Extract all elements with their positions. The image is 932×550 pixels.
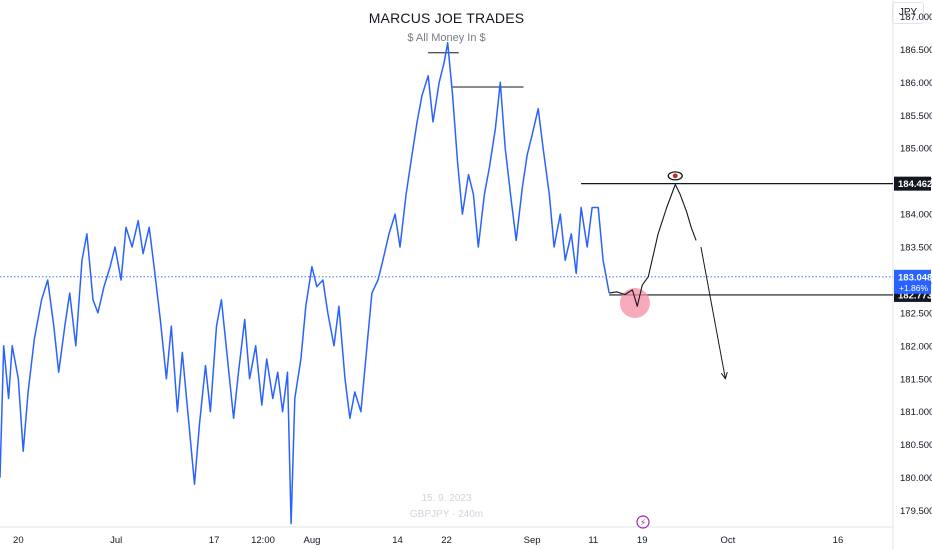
- price-label-box: [894, 176, 931, 191]
- y-tick-label: 181.000: [900, 407, 932, 418]
- projected-path: [609, 183, 697, 307]
- price-labels: 184.462 182.773 183.048+1.86%: [894, 176, 932, 302]
- x-tick-label: 17: [209, 535, 220, 546]
- x-tick-label: 14: [392, 535, 403, 546]
- x-tick-label: 19: [637, 535, 648, 546]
- watermark-symbol: GBPJPY · 240m: [409, 509, 484, 520]
- y-tick-label: 184.000: [900, 210, 932, 221]
- x-tick-label: 16: [833, 535, 844, 546]
- x-tick-label: Oct: [720, 535, 735, 546]
- current-price-box: [894, 269, 931, 294]
- y-tick-label: 180.500: [900, 440, 932, 451]
- series: [0, 42, 610, 525]
- eye-pupil: [672, 173, 678, 179]
- x-tick-label: 22: [441, 535, 452, 546]
- price-label-text: 182.773: [898, 290, 932, 301]
- current-price-text: 183.048: [898, 272, 932, 283]
- svg-text:⚡: ⚡: [640, 518, 646, 528]
- y-tick-label: 185.000: [900, 144, 932, 155]
- y-tick-label: 186.500: [900, 45, 932, 56]
- y-tick-label: 186.000: [900, 78, 932, 89]
- y-tick-label: 185.500: [900, 111, 932, 122]
- forecast-arrow-head: [720, 371, 728, 380]
- price-label-text: 184.462: [898, 179, 932, 190]
- x-tick-label: Sep: [524, 535, 541, 546]
- time-axis: 20 Jul 17 12:00 Aug 14 22 Sep 11 19 Oct 16: [13, 535, 843, 546]
- x-tick-label: 12:00: [251, 535, 275, 546]
- forecast-arrow-line: [700, 246, 726, 379]
- current-price-change: +1.86%: [899, 283, 929, 293]
- liquidity-highlight-circle: [619, 288, 650, 319]
- x-tick-label: 20: [13, 535, 24, 546]
- x-tick-label: Aug: [303, 535, 320, 546]
- annotations: [0, 52, 893, 380]
- y-tick-label: 182.500: [900, 308, 932, 319]
- series-line: [0, 42, 610, 525]
- y-tick-label: 187.000: [900, 12, 932, 23]
- y-tick-label: 183.500: [900, 243, 932, 254]
- x-tick-label: Jul: [110, 535, 122, 546]
- chart-title: MARCUS JOE TRADES: [368, 10, 525, 26]
- eye-icon: [667, 171, 683, 181]
- y-tick-label: 182.000: [900, 341, 932, 352]
- x-tick-label: 11: [588, 535, 598, 546]
- chart-subtitle: $ All Money In $: [407, 32, 486, 44]
- y-tick-label: 180.000: [900, 473, 932, 484]
- y-tick-label: 179.500: [900, 506, 932, 517]
- watermark-date: 15. 9. 2023: [421, 493, 472, 504]
- lightning-icon[interactable]: ⚡: [636, 515, 650, 529]
- y-tick-label: 181.500: [900, 374, 932, 385]
